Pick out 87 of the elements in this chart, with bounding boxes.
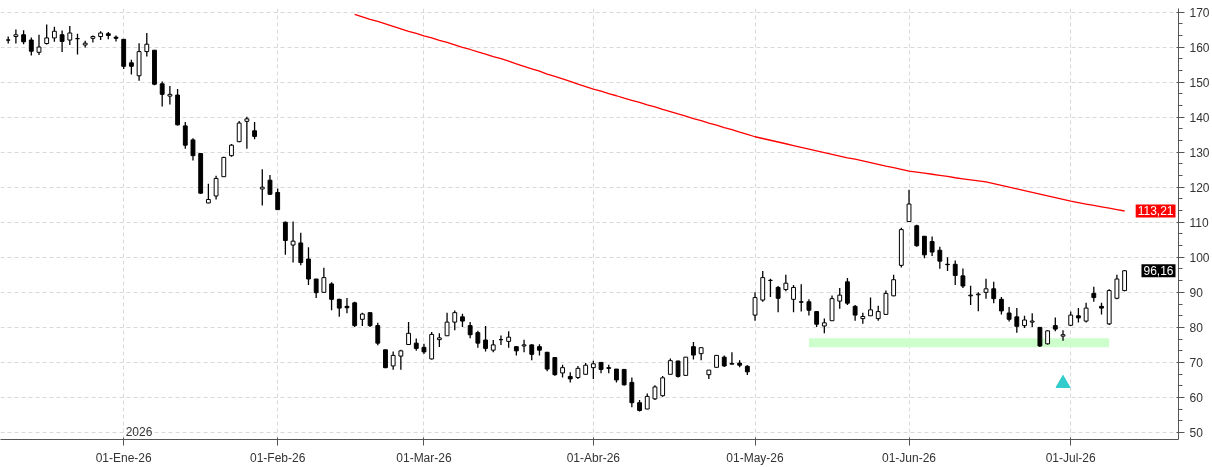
candlestick <box>452 309 458 331</box>
x-tick-label: 01-Abr-26 <box>566 450 621 465</box>
candlestick <box>868 296 873 317</box>
candlestick <box>937 246 943 270</box>
x-tick-label: 01-Mar-26 <box>396 450 452 465</box>
candlestick <box>883 289 889 316</box>
y-tick-label: 100 <box>1189 250 1210 265</box>
x-tick-label: 01-Feb-26 <box>249 450 306 465</box>
candlestick <box>929 235 935 257</box>
candlestick <box>906 189 912 223</box>
x-tick-label: 01-Ene-26 <box>95 450 153 465</box>
candlestick <box>521 338 527 353</box>
candlestick <box>182 121 188 150</box>
y-tick-label: 60 <box>1189 390 1204 405</box>
candlestick <box>159 80 165 108</box>
candlestick <box>298 232 304 266</box>
y-tick-label: 50 <box>1189 425 1204 440</box>
x-tick-label: 01-Jun-26 <box>882 450 937 465</box>
candlestick <box>267 174 273 196</box>
candlestick <box>244 116 250 150</box>
candlestick <box>960 267 966 289</box>
annotation: 2026 <box>125 424 153 439</box>
candlestick <box>729 351 735 366</box>
candlestick <box>760 270 766 303</box>
candlestick <box>991 281 997 304</box>
candlestick <box>791 284 796 313</box>
text: 96,16 <box>1143 264 1174 279</box>
candlestick <box>829 294 835 322</box>
candlestick <box>752 291 758 322</box>
candlestick <box>975 291 981 312</box>
y-tick-label: 70 <box>1189 355 1204 370</box>
candlestick <box>444 312 450 337</box>
candlestick <box>483 325 488 353</box>
candlestick <box>190 137 196 162</box>
candlestick <box>213 174 219 201</box>
candlestick <box>313 278 319 299</box>
candlestick <box>845 277 850 306</box>
candlestick <box>306 246 311 286</box>
candlestick <box>629 376 635 408</box>
candlestick <box>352 301 358 328</box>
candlestick <box>329 281 334 311</box>
candlestick <box>837 287 843 310</box>
candlestick <box>683 356 689 377</box>
candlestick <box>552 356 558 377</box>
y-tick-label: 170 <box>1189 5 1210 20</box>
candlestick <box>1014 307 1020 334</box>
candlestick <box>983 278 989 300</box>
text: 113,21 <box>1137 204 1174 219</box>
y-tick-label: 90 <box>1189 285 1204 300</box>
candlestick <box>590 360 596 380</box>
candlestick <box>968 285 974 306</box>
candlestick <box>167 85 173 106</box>
candlestick <box>205 183 211 204</box>
candlestick <box>375 322 381 346</box>
x-tick-label: 01-May-26 <box>726 450 785 465</box>
candlestick <box>59 29 65 53</box>
candlestick <box>36 34 42 56</box>
candlestick <box>1037 326 1043 348</box>
y-tick-label: 140 <box>1189 110 1210 125</box>
candlestick <box>321 267 327 293</box>
candlestick <box>1114 274 1120 300</box>
candlestick <box>144 32 150 58</box>
candlestick <box>1060 329 1066 342</box>
y-tick-label: 110 <box>1189 215 1209 230</box>
y-tick-label: 130 <box>1189 145 1210 160</box>
candlestick <box>544 351 550 372</box>
y-tick-label: 80 <box>1189 320 1204 335</box>
candlestick <box>290 220 296 264</box>
candlestick <box>113 34 119 43</box>
candlestick <box>344 297 350 314</box>
candlestick <box>798 283 804 313</box>
x-tick-label: 01-Jul-26 <box>1045 450 1097 465</box>
candlestick <box>259 168 265 207</box>
candlestick <box>13 28 19 45</box>
y-tick-label: 120 <box>1189 180 1210 195</box>
y-tick-label: 160 <box>1189 40 1210 55</box>
candlestick <box>282 220 288 256</box>
candlestick <box>390 350 396 371</box>
y-tick-label: 150 <box>1189 75 1210 90</box>
candlestick <box>406 321 411 346</box>
candlestick <box>275 187 281 211</box>
candlestick <box>67 25 73 46</box>
candlestick <box>44 23 50 46</box>
line-series <box>354 13 1126 212</box>
candlestick <box>660 375 666 398</box>
candlestick <box>775 285 781 313</box>
candlestick <box>952 259 958 286</box>
